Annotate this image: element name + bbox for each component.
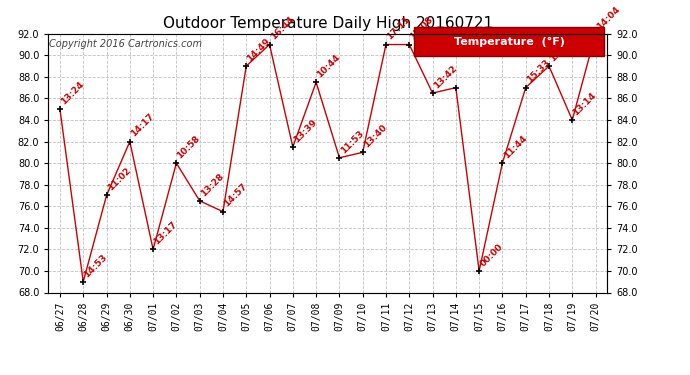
Text: 10:58: 10:58	[175, 134, 202, 160]
Text: 15:33: 15:33	[525, 58, 551, 85]
Text: 13:39: 13:39	[292, 117, 319, 144]
Text: 13:28: 13:28	[199, 171, 226, 198]
Text: 13:24: 13:24	[59, 80, 86, 106]
Title: Outdoor Temperature Daily High 20160721: Outdoor Temperature Daily High 20160721	[163, 16, 493, 31]
Text: 14:49: 14:49	[246, 36, 273, 63]
Text: 11:44: 11:44	[502, 134, 529, 160]
Text: 13:42: 13:42	[432, 64, 458, 90]
Text: 13:40: 13:40	[362, 123, 388, 150]
Text: 11:53: 11:53	[339, 128, 365, 155]
Text: Temperature  (°F): Temperature (°F)	[454, 36, 565, 46]
Text: 14:57: 14:57	[222, 182, 249, 209]
Text: 14:17: 14:17	[129, 112, 156, 139]
Text: 14:53: 14:53	[82, 252, 109, 279]
FancyBboxPatch shape	[415, 27, 604, 56]
Text: 13:17: 13:17	[152, 220, 179, 247]
Text: 13:14: 13:14	[571, 90, 598, 117]
Text: 15:08: 15:08	[408, 15, 435, 42]
Text: 14:04: 14:04	[595, 4, 622, 31]
Text: 00:00: 00:00	[478, 242, 504, 268]
Text: 10:44: 10:44	[315, 53, 342, 80]
Text: 16:44: 16:44	[268, 15, 295, 42]
Text: 11:02: 11:02	[106, 166, 132, 193]
Text: Copyright 2016 Cartronics.com: Copyright 2016 Cartronics.com	[50, 39, 202, 49]
Text: 15:39: 15:39	[548, 37, 575, 63]
Text: 17:11: 17:11	[385, 15, 412, 42]
